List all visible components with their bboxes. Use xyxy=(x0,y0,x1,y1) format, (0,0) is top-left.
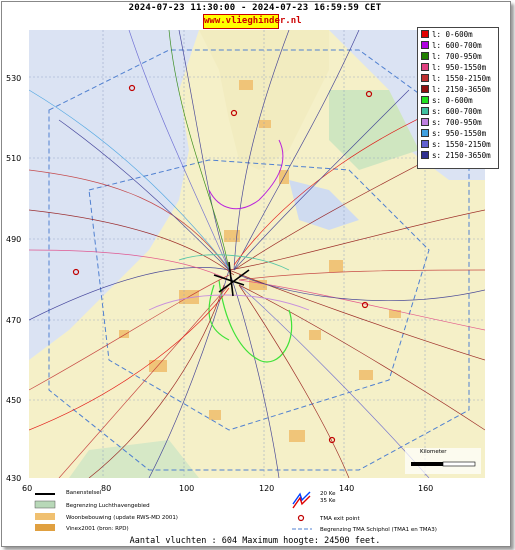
legend-swatch xyxy=(421,151,429,159)
legend-item: l: 700-950m xyxy=(421,52,482,62)
x-tick-label: 60 xyxy=(22,484,33,493)
legend-runway: Banenstelsel xyxy=(66,490,102,496)
y-tick-label: 530 xyxy=(6,74,22,83)
legend-item: l: 1550-2150m xyxy=(421,74,491,84)
legend-item: s: 2150-3650m xyxy=(421,151,491,161)
scale-label: Kilometer xyxy=(420,449,447,455)
legend-tma-exit: TMA exit point xyxy=(320,516,360,522)
bottom-legend-swatches xyxy=(34,493,56,531)
y-tick-label: 490 xyxy=(6,235,22,244)
altitude-legend: l: 0-600m l: 600-700m l: 700-950m l: 950… xyxy=(417,27,499,169)
bottom-legend-symbols xyxy=(292,491,312,530)
legend-swatch xyxy=(421,63,429,71)
legend-item: s: 1550-2150m xyxy=(421,140,491,150)
scale-bar xyxy=(405,448,481,474)
legend-vinex: Vinex2001 (bron: RPD) xyxy=(66,526,129,532)
map-canvas xyxy=(29,30,485,478)
legend-housing: Woonbebouwing (update RWS-MD 2001) xyxy=(66,515,178,521)
time-range-title: 2024-07-23 11:30:00 - 2024-07-23 16:59:5… xyxy=(128,3,382,13)
flight-track-map[interactable] xyxy=(29,30,485,478)
legend-swatch xyxy=(421,74,429,82)
x-tick-label: 140 xyxy=(339,484,355,493)
y-tick-label: 510 xyxy=(6,154,22,163)
legend-swatch xyxy=(421,140,429,148)
legend-item: l: 0-600m xyxy=(421,30,473,40)
legend-swatch xyxy=(421,30,429,38)
legend-kw: 20 Ke 35 Ke xyxy=(320,491,336,504)
legend-airport-boundary: Begrenzing Luchthavengebied xyxy=(66,503,150,509)
y-tick-label: 450 xyxy=(6,396,22,405)
legend-item: s: 700-950m xyxy=(421,118,482,128)
legend-item: l: 2150-3650m xyxy=(421,85,491,95)
legend-swatch xyxy=(421,129,429,137)
x-tick-label: 160 xyxy=(418,484,434,493)
legend-item: s: 950-1550m xyxy=(421,129,486,139)
y-tick-label: 470 xyxy=(6,316,22,325)
x-tick-label: 120 xyxy=(259,484,275,493)
legend-item: l: 950-1550m xyxy=(421,63,486,73)
legend-item: l: 600-700m xyxy=(421,41,482,51)
legend-item: s: 0-600m xyxy=(421,96,473,106)
legend-swatch xyxy=(421,85,429,93)
legend-tma-boundary: Begrenzing TMA Schiphol (TMA1 en TMA3) xyxy=(320,527,437,533)
legend-item: s: 600-700m xyxy=(421,107,482,117)
flight-count-footer: Aantal vluchten : 604 Maximum hoogte: 24… xyxy=(129,536,381,546)
legend-swatch xyxy=(421,118,429,126)
site-badge[interactable]: www.vlieghinder.nl xyxy=(203,14,302,29)
legend-swatch xyxy=(421,41,429,49)
x-tick-label: 80 xyxy=(101,484,112,493)
legend-swatch xyxy=(421,107,429,115)
legend-swatch xyxy=(421,96,429,104)
legend-swatch xyxy=(421,52,429,60)
y-tick-label: 430 xyxy=(6,474,22,483)
x-tick-label: 100 xyxy=(179,484,195,493)
